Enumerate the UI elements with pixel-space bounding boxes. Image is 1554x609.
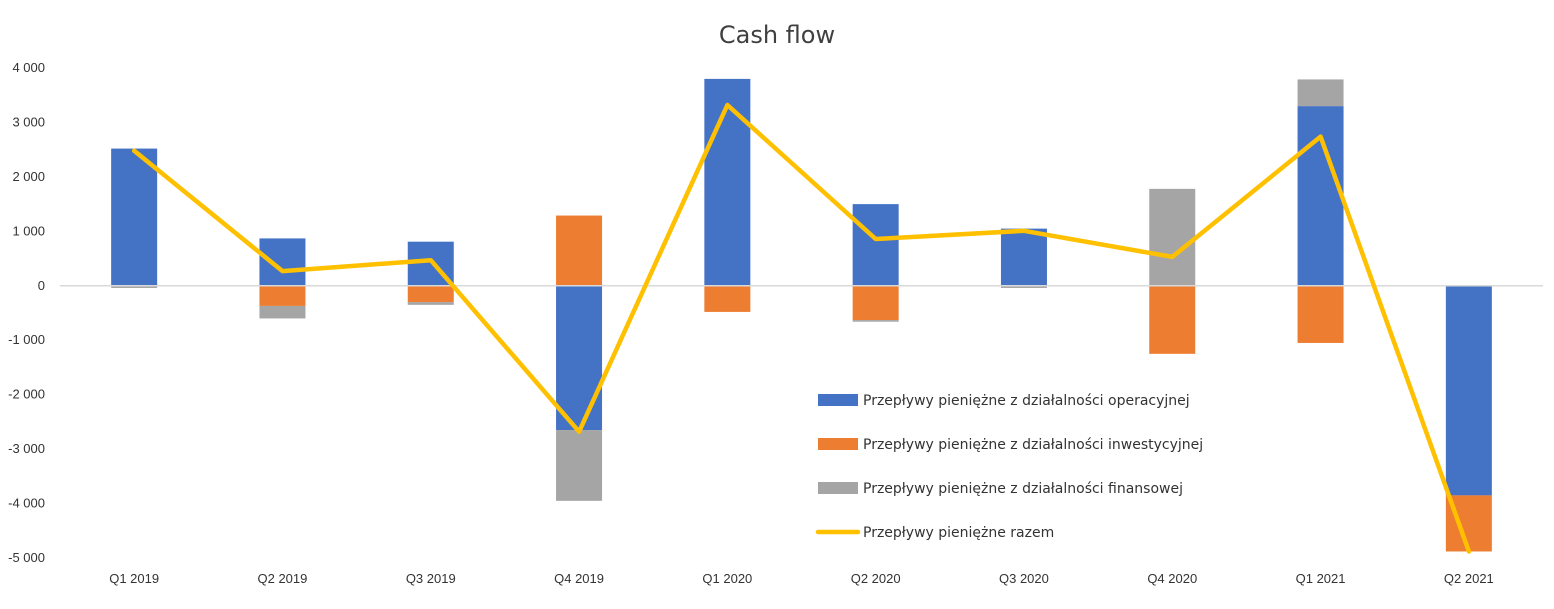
bar-segment: [704, 78, 751, 286]
bar-segment: [1149, 285, 1196, 354]
y-tick-label: 0: [38, 278, 45, 293]
y-tick-label: -1 000: [8, 332, 45, 347]
y-tick-label: 1 000: [12, 223, 45, 238]
bar-segment: [852, 204, 899, 286]
y-tick-label: 4 000: [12, 60, 45, 75]
y-tick-label: -3 000: [8, 441, 45, 456]
x-tick-label: Q3 2020: [999, 571, 1049, 586]
bar-segment: [111, 285, 158, 288]
x-tick-label: Q2 2019: [258, 571, 308, 586]
y-axis: 4 000 3 000 2 000 1 000 0 -1 000 -2 000 -3 000 -…: [8, 60, 45, 565]
x-tick-label: Q4 2019: [554, 571, 604, 586]
x-tick-label: Q4 2020: [1147, 571, 1197, 586]
legend-swatch: [818, 394, 858, 406]
legend-label: Przepływy pieniężne z działalności inwes…: [863, 437, 1203, 453]
bar-segment: [852, 320, 899, 322]
x-axis: Q1 2019 Q2 2019 Q3 2019 Q4 2019 Q1 2020 Q2 20…: [109, 571, 1494, 586]
bar-segment: [407, 302, 454, 305]
bar-segment: [556, 215, 603, 286]
y-tick-label: -4 000: [8, 496, 45, 511]
x-tick-label: Q2 2020: [851, 571, 901, 586]
chart-title: Cash flow: [719, 21, 835, 49]
bar-segment: [704, 285, 751, 312]
bar-segment: [1445, 285, 1492, 496]
bar-segment: [259, 238, 306, 286]
bar-segment: [1297, 285, 1344, 343]
bars-layer: [111, 78, 1492, 552]
x-tick-label: Q1 2020: [702, 571, 752, 586]
y-tick-label: 3 000: [12, 114, 45, 129]
x-tick-label: Q3 2019: [406, 571, 456, 586]
bar-segment: [556, 285, 603, 431]
x-tick-label: Q1 2019: [109, 571, 159, 586]
bar-segment: [111, 148, 158, 286]
legend-swatch: [818, 482, 858, 494]
bar-segment: [259, 305, 306, 319]
bar-segment: [1297, 79, 1344, 107]
x-tick-label: Q1 2021: [1296, 571, 1346, 586]
bar-segment: [852, 285, 899, 321]
line-layer: [131, 102, 1472, 554]
bar-segment: [1149, 188, 1196, 286]
legend-label: Przepływy pieniężne z działalności finan…: [863, 481, 1183, 497]
total-line: [131, 102, 1472, 554]
legend-label: Przepływy pieniężne z działalności opera…: [863, 393, 1190, 409]
bar-segment: [407, 285, 454, 303]
bar-segment: [259, 285, 306, 306]
y-tick-label: 2 000: [12, 169, 45, 184]
bar-segment: [1297, 106, 1344, 286]
legend: Przepływy pieniężne z działalności opera…: [815, 393, 1203, 541]
bar-segment: [556, 430, 603, 501]
y-tick-label: -2 000: [8, 387, 45, 402]
legend-label: Przepływy pieniężne razem: [863, 525, 1054, 541]
x-tick-label: Q2 2021: [1444, 571, 1494, 586]
bar-segment: [1000, 285, 1047, 288]
bar-segment: [1000, 228, 1047, 286]
legend-swatch: [818, 438, 858, 450]
y-tick-label: -5 000: [8, 550, 45, 565]
